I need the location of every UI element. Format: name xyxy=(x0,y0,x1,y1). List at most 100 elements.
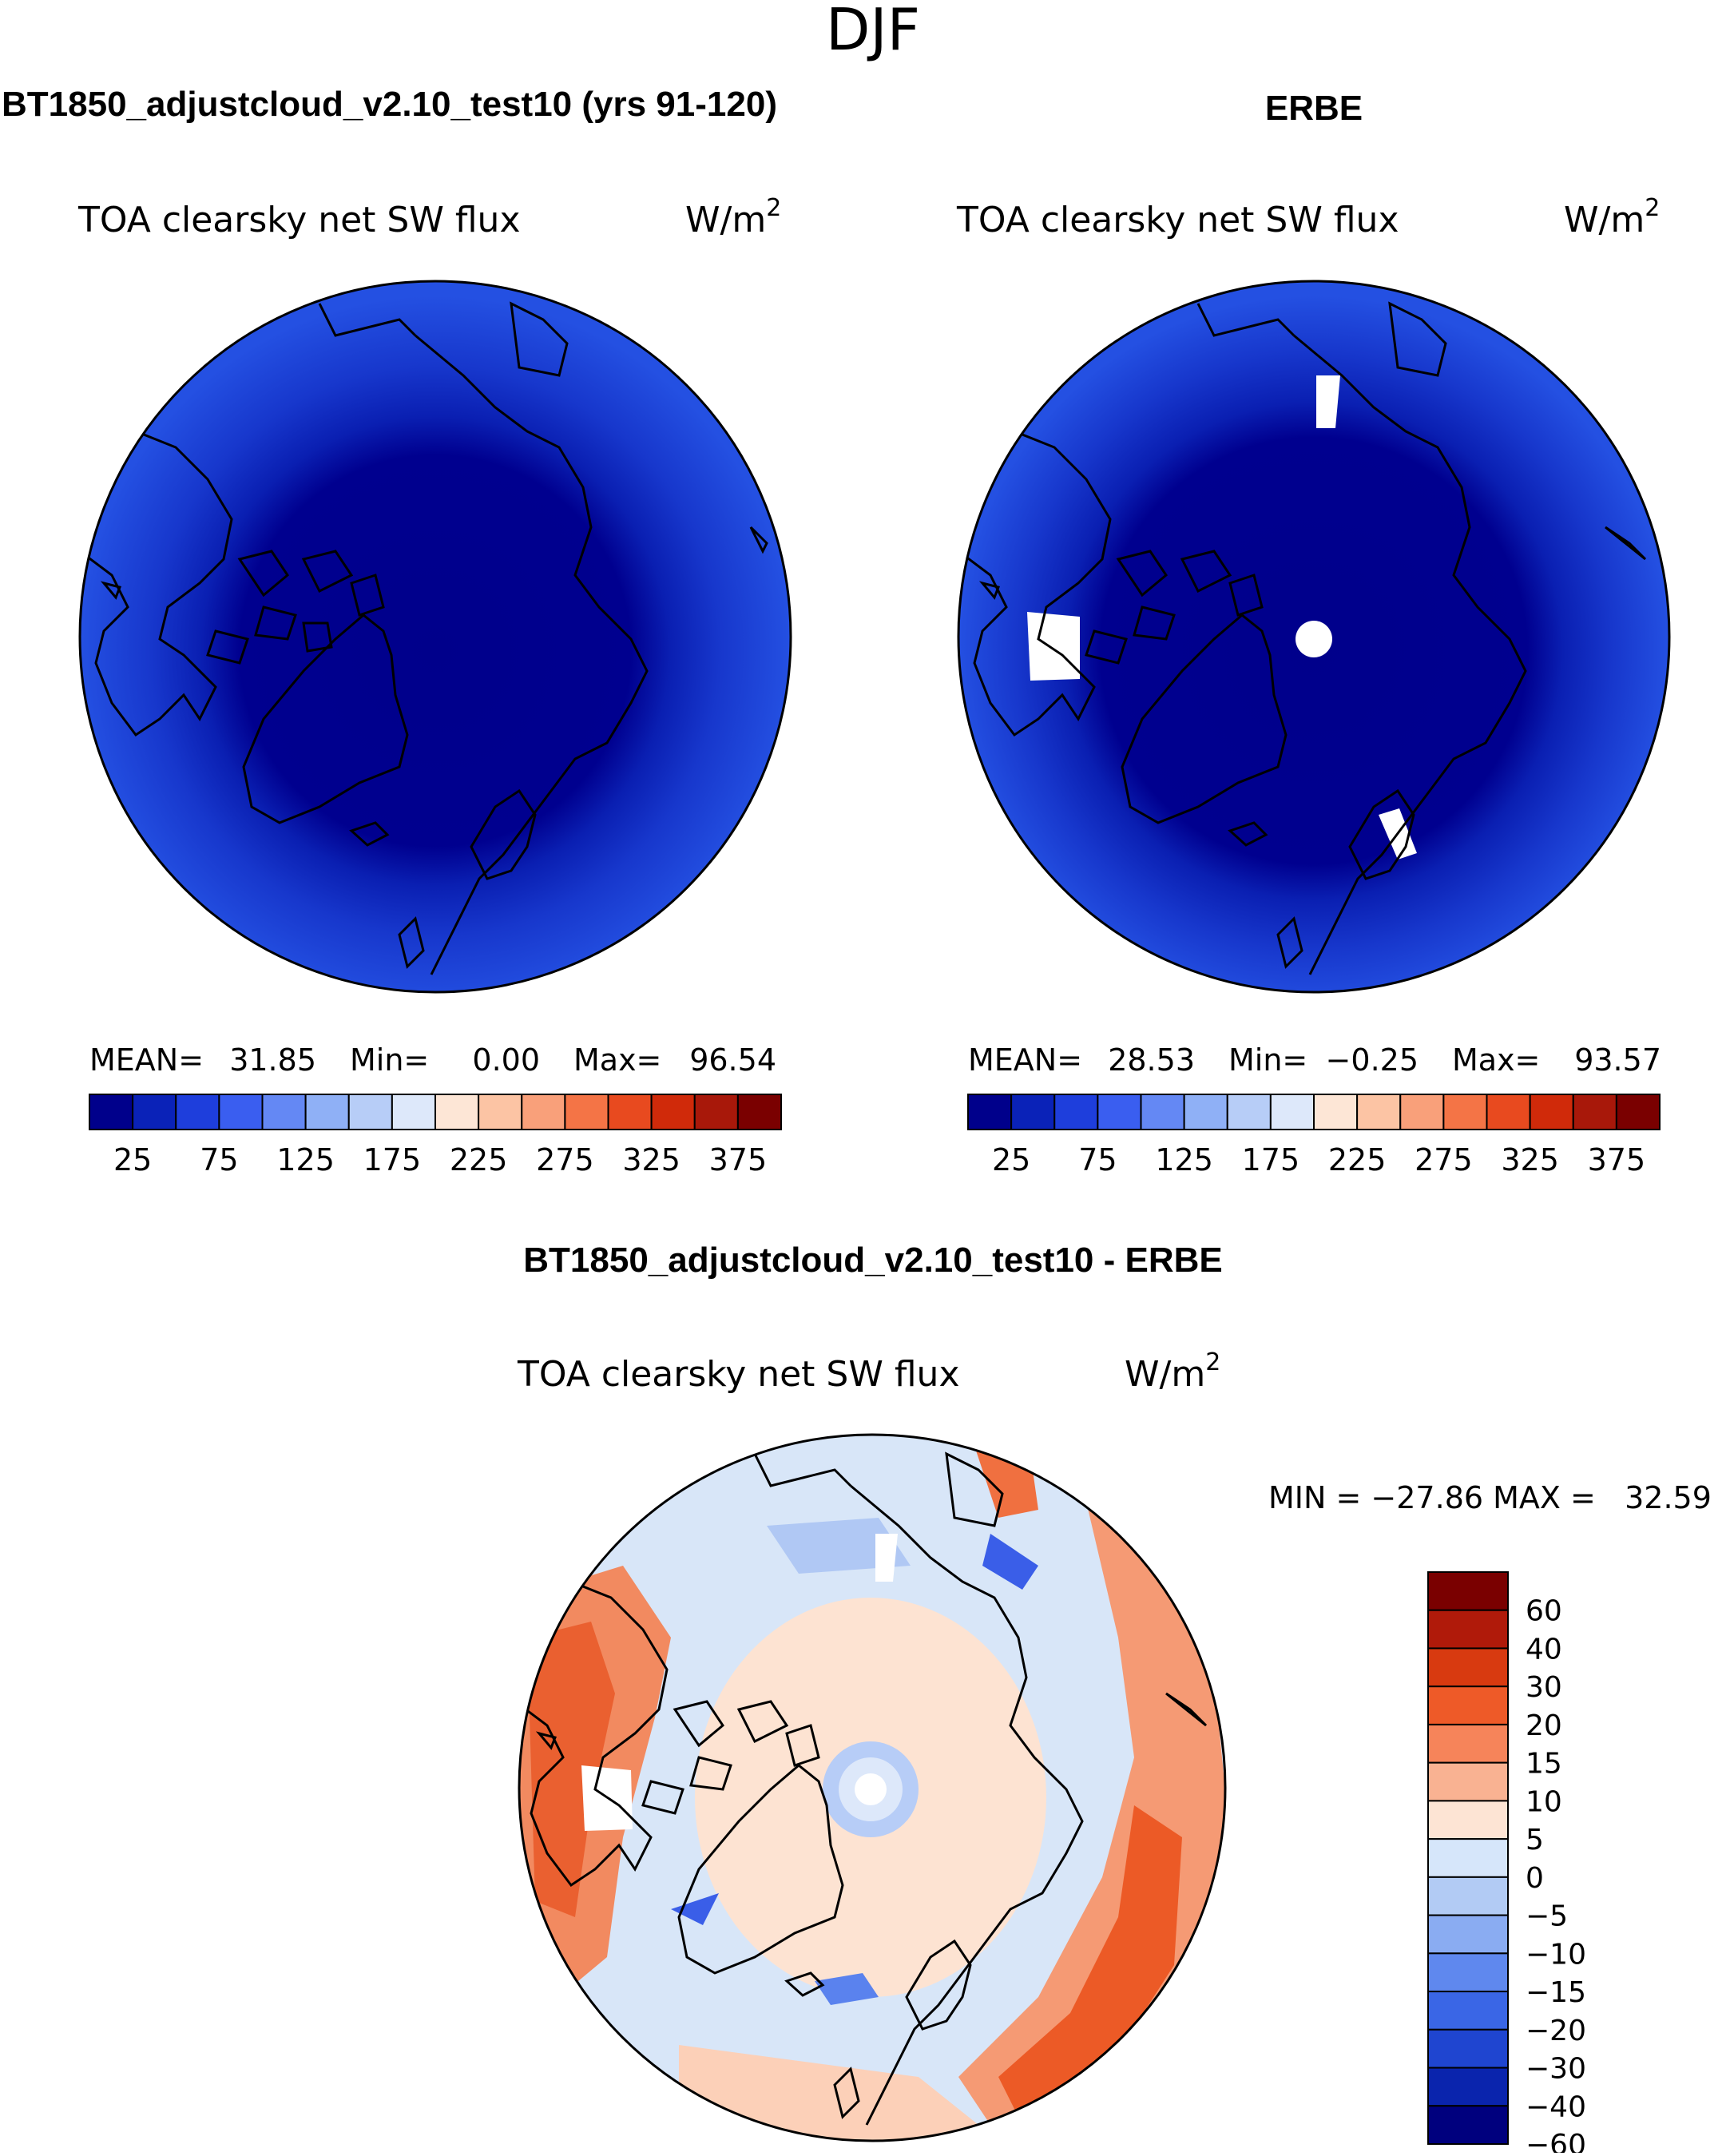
panel-model-field-label: TOA clearsky net SW flux xyxy=(77,200,520,240)
page-title: DJF xyxy=(826,0,920,63)
coastline-north-america xyxy=(519,1580,669,1888)
panel-obs-colorbar-bin xyxy=(1572,1094,1617,1130)
panel-obs-colorbar-bin xyxy=(1356,1094,1402,1130)
panel-model-min-label: Min= xyxy=(350,1042,429,1078)
panel-diff-colorbar-tick-label: −15 xyxy=(1526,1976,1586,2009)
panel-diff-colorbar-tick-label: 0 xyxy=(1526,1862,1544,1895)
panel-model-colorbar-bin xyxy=(304,1094,350,1130)
missing-data-patch-2 xyxy=(1027,612,1080,681)
panel-diff-colorbar-bin xyxy=(1427,1761,1509,1802)
panel-obs-colorbar-tick-label: 225 xyxy=(1328,1142,1387,1177)
panel-obs-colorbar-bin xyxy=(1097,1094,1142,1130)
coastline-scandinavia xyxy=(905,1939,972,2031)
panel-diff-colorbar-tick-label: −10 xyxy=(1526,1938,1586,1971)
panel-model-colorbar-bin xyxy=(607,1094,653,1130)
panel-diff-colorbar-tick-label: 10 xyxy=(1526,1785,1562,1818)
panel-diff-colorbar-tick-label: 30 xyxy=(1526,1671,1562,1704)
coastline-bering xyxy=(753,1451,1004,1527)
diff-right-strong xyxy=(998,1805,1182,2125)
panel-diff-colorbar: 60 40 30 20 15 10 5 0 −5 −10 −15 −20 −30 −40 −60 xyxy=(1427,1571,1586,2156)
panel-diff-colorbar-bin xyxy=(1427,1800,1509,1840)
panel-model-colorbar-tick-label: 275 xyxy=(536,1142,594,1177)
panel-model-units: W/m2 xyxy=(685,194,781,240)
coastline-greenland xyxy=(242,613,409,824)
panel-obs-title: ERBE xyxy=(1265,89,1363,128)
panel-diff-colorbar-tick-label: 60 xyxy=(1526,1595,1562,1628)
diff-negative-3 xyxy=(767,1518,911,1574)
coastline-scandinavia xyxy=(1348,788,1415,880)
coastline-british-isles xyxy=(833,2067,860,2119)
panel-diff-colorbar-bin xyxy=(1427,1647,1509,1688)
panel-model-colorbar-bin xyxy=(693,1094,739,1130)
panel-obs-colorbar-tick-label: 375 xyxy=(1588,1142,1646,1177)
coastline-greenland xyxy=(1121,613,1288,824)
panel-obs-colorbar-bin xyxy=(1226,1094,1272,1130)
panel-model-colorbar-bin xyxy=(564,1094,609,1130)
coastline-iceland xyxy=(784,1971,825,1997)
panel-obs-colorbar-bin xyxy=(1399,1094,1445,1130)
panel-model-colorbar-bin xyxy=(132,1094,177,1130)
panel-diff-colorbar-tick-label: 15 xyxy=(1526,1748,1562,1781)
panel-obs-colorbar-bin xyxy=(1269,1094,1315,1130)
panel-diff-colorbar-bin xyxy=(1427,1914,1509,1955)
panel-diff-minmax: MIN = −27.86 MAX = 32.59 xyxy=(1268,1480,1712,1515)
panel-model-max-label: Max= xyxy=(573,1042,661,1078)
coastline-canada-archipelago xyxy=(641,1700,820,1815)
panel-model-colorbar-tick-label: 125 xyxy=(276,1142,335,1177)
panel-obs-colorbar-bin xyxy=(1529,1094,1574,1130)
coastline-british-isles xyxy=(398,916,425,969)
coastline-canada-archipelago xyxy=(206,550,385,665)
panel-diff-colorbar-tick-label: 40 xyxy=(1526,1633,1562,1666)
panel-diff-title: BT1850_adjustcloud_v2.10_test10 - ERBE xyxy=(523,1241,1223,1280)
diff-negative-4 xyxy=(982,1534,1038,1590)
panel-obs: ERBE TOA clearsky net SW flux W/m2 xyxy=(956,89,1671,1177)
panel-model-colorbar-tick-label: 375 xyxy=(709,1142,768,1177)
panel-model-colorbar-bin xyxy=(89,1094,134,1130)
panel-diff-colorbar-bin xyxy=(1427,1952,1509,1993)
panel-obs-colorbar-bin xyxy=(1183,1094,1228,1130)
panel-diff-colorbar-bin xyxy=(1427,2067,1509,2107)
panel-model-mean-value: 31.85 xyxy=(229,1042,316,1078)
panel-diff-field-label: TOA clearsky net SW flux xyxy=(517,1354,959,1395)
panel-diff-map xyxy=(518,1433,1227,2142)
panel-diff-colorbar-bin xyxy=(1427,1723,1509,1764)
missing-data-patch-1 xyxy=(1316,375,1340,428)
panel-diff-colorbar-bin xyxy=(1427,1991,1509,2031)
panel-diff-colorbar-bin xyxy=(1427,1838,1509,1878)
coastline-bering xyxy=(318,301,569,377)
panel-obs-colorbar-tick-label: 275 xyxy=(1415,1142,1473,1177)
panel-diff-colorbar-bin xyxy=(1427,1685,1509,1725)
panel-obs-map xyxy=(957,280,1671,994)
panel-diff-colorbar-bin xyxy=(1427,2105,1509,2145)
panel-model-colorbar-bin xyxy=(650,1094,696,1130)
panel-model-map xyxy=(78,280,792,994)
coastline-scandinavia xyxy=(470,788,537,880)
panel-obs-colorbar-bin xyxy=(1615,1094,1661,1130)
panel-model-colorbar-tick-label: 25 xyxy=(113,1142,152,1177)
panel-model-mean-label: MEAN= xyxy=(89,1042,204,1078)
panel-model-colorbar-tick-label: 225 xyxy=(450,1142,508,1177)
panel-model-colorbar-tick-label: 175 xyxy=(363,1142,422,1177)
panel-obs-colorbar-bin xyxy=(1140,1094,1185,1130)
panel-model-colorbar-bin xyxy=(347,1094,393,1130)
panel-diff-colorbar-bin xyxy=(1427,1876,1509,1916)
panel-model-colorbar: 25 75 125 175 225 275 325 375 xyxy=(89,1094,782,1177)
panel-obs-colorbar-bin xyxy=(1486,1094,1531,1130)
coastline-islands xyxy=(535,1692,1208,1750)
panel-obs-units: W/m2 xyxy=(1564,194,1660,240)
panel-obs-stats: MEAN= 28.53 Min= −0.25 Max= 93.57 xyxy=(968,1042,1661,1078)
panel-model-min-value: 0.00 xyxy=(472,1042,540,1078)
panel-obs-max-value: 93.57 xyxy=(1574,1042,1661,1078)
coastline-canada-archipelago xyxy=(1085,550,1264,665)
panel-obs-colorbar-tick-label: 325 xyxy=(1501,1142,1559,1177)
panel-diff-colorbar-bin xyxy=(1427,1571,1509,1611)
panel-diff: BT1850_adjustcloud_v2.10_test10 - ERBE T… xyxy=(517,1241,1712,2156)
panel-obs-colorbar-tick-label: 75 xyxy=(1078,1142,1117,1177)
coastline-bering xyxy=(1196,301,1447,377)
panel-model-colorbar-bin xyxy=(261,1094,307,1130)
panel-diff-colorbar-tick-label: −30 xyxy=(1526,2053,1586,2086)
panel-model-colorbar-bin xyxy=(478,1094,523,1130)
coastline-eurasia xyxy=(1293,334,1527,975)
panel-diff-units: W/m2 xyxy=(1125,1348,1220,1395)
